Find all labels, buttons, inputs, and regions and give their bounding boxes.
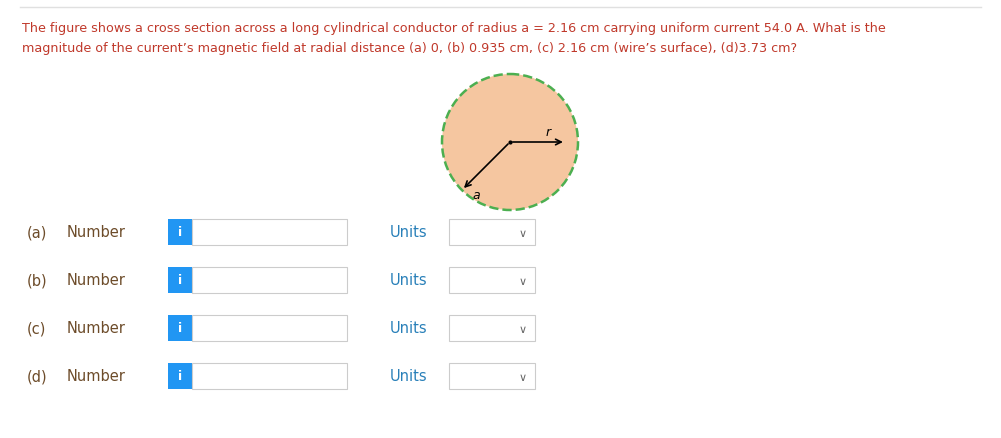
Text: Number: Number [67,369,126,384]
FancyBboxPatch shape [168,315,192,341]
FancyBboxPatch shape [192,219,347,245]
Text: Units: Units [390,321,427,336]
FancyBboxPatch shape [449,363,535,389]
Text: Number: Number [67,321,126,336]
FancyBboxPatch shape [449,267,535,293]
Text: The figure shows a cross section across a long cylindrical conductor of radius a: The figure shows a cross section across … [22,22,886,35]
FancyBboxPatch shape [168,219,192,245]
FancyBboxPatch shape [449,219,535,245]
FancyBboxPatch shape [168,267,192,293]
FancyBboxPatch shape [192,267,347,293]
Text: r: r [546,126,551,139]
Text: Number: Number [67,225,126,240]
FancyBboxPatch shape [449,315,535,341]
Circle shape [442,75,578,211]
Text: Units: Units [390,225,427,240]
Text: (c): (c) [27,321,46,336]
Text: ∨: ∨ [519,324,528,334]
Text: i: i [178,226,182,239]
Text: i: i [178,370,182,383]
Text: Units: Units [390,273,427,288]
FancyBboxPatch shape [192,315,347,341]
Text: i: i [178,274,182,287]
Text: Units: Units [390,369,427,384]
Text: ∨: ∨ [519,276,528,286]
FancyBboxPatch shape [168,363,192,389]
Text: (b): (b) [27,273,48,288]
Text: Number: Number [67,273,126,288]
Text: magnitude of the current’s magnetic field at radial distance (a) 0, (b) 0.935 cm: magnitude of the current’s magnetic fiel… [22,42,797,55]
FancyBboxPatch shape [192,363,347,389]
Text: a: a [472,189,479,201]
Text: (a): (a) [27,225,47,240]
Text: ∨: ∨ [519,372,528,382]
Text: i: i [178,322,182,335]
Text: (d): (d) [27,369,48,384]
Text: ∨: ∨ [519,229,528,238]
